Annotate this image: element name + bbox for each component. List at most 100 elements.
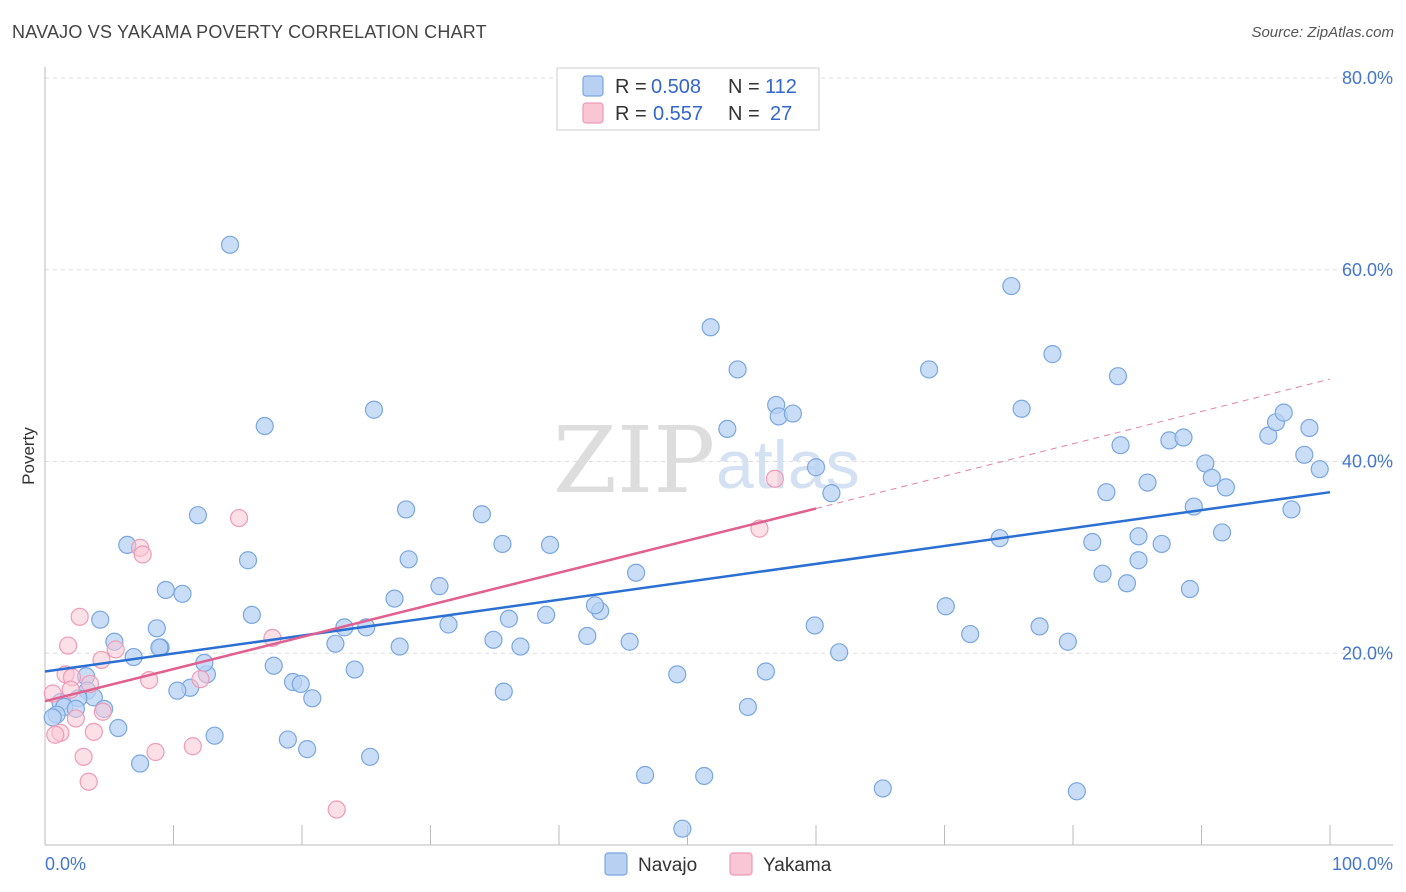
- navajo-point: [472, 505, 491, 524]
- watermark: ZIP atlas: [553, 407, 860, 514]
- legend-r-label-yakama: R =: [615, 103, 647, 125]
- navajo-point: [511, 637, 530, 656]
- yakama-point: [93, 702, 112, 721]
- yakama-trend-line: [44, 507, 817, 703]
- yakama-point: [46, 725, 65, 744]
- navajo-point: [1108, 367, 1128, 386]
- y-tick-labels: 20.0% 40.0% 60.0% 80.0%: [1342, 68, 1393, 663]
- navajo-point: [361, 747, 380, 766]
- yakama-point: [191, 670, 210, 689]
- navajo-point: [822, 484, 841, 503]
- source-credit: Source: ZipAtlas.com: [1251, 24, 1394, 41]
- navajo-point: [1067, 782, 1086, 801]
- navajo-point: [1295, 445, 1314, 464]
- navajo-point: [430, 577, 449, 596]
- yakama-point: [84, 722, 103, 741]
- navajo-point: [1282, 500, 1301, 519]
- navajo-point: [156, 580, 175, 600]
- navajo-point: [728, 360, 747, 379]
- navajo-point: [873, 779, 892, 798]
- navajo-point: [1083, 532, 1102, 552]
- y-tick-label: 40.0%: [1342, 452, 1393, 472]
- navajo-point: [1012, 399, 1031, 418]
- navajo-point: [345, 660, 364, 679]
- yakama-point: [146, 742, 165, 762]
- yakama-point: [327, 800, 346, 819]
- navajo-trend-line: [44, 490, 1331, 673]
- yakama-trend-line-extension: [815, 378, 1331, 509]
- navajo-point: [1180, 579, 1200, 599]
- chart-title: NAVAJO VS YAKAMA POVERTY CORRELATION CHA…: [12, 22, 487, 42]
- yakama-point: [765, 469, 784, 488]
- x-tick-label: 100.0%: [1332, 854, 1393, 874]
- navajo-point: [673, 819, 692, 838]
- navajo-point: [695, 766, 714, 786]
- navajo-point: [718, 419, 737, 439]
- navajo-point: [1111, 436, 1130, 455]
- navajo-point: [578, 626, 597, 646]
- y-tick-label: 20.0%: [1342, 643, 1393, 663]
- navajo-point: [783, 404, 802, 423]
- navajo-point: [540, 535, 560, 555]
- navajo-point: [168, 681, 187, 700]
- navajo-point: [1058, 632, 1077, 651]
- legend-n-label-navajo: N =: [728, 76, 760, 98]
- navajo-point: [537, 605, 556, 625]
- bottom-legend: Navajo Yakama: [604, 852, 832, 876]
- navajo-point: [494, 682, 513, 701]
- navajo-point: [130, 754, 150, 773]
- navajo-point: [303, 689, 322, 708]
- yakama-point: [229, 508, 249, 528]
- navajo-point: [109, 718, 128, 738]
- navajo-point: [1212, 523, 1232, 542]
- navajo-point: [326, 634, 345, 653]
- navajo-point: [220, 235, 240, 254]
- navajo-point: [668, 665, 687, 684]
- navajo-point: [493, 534, 512, 554]
- legend-n-value-navajo: 112: [765, 76, 797, 98]
- navajo-point: [585, 596, 605, 615]
- navajo-point: [1097, 483, 1116, 502]
- yakama-point: [183, 737, 202, 756]
- navajo-point: [499, 609, 518, 628]
- navajo-point: [278, 730, 297, 749]
- navajo-point: [298, 740, 317, 759]
- yakama-point: [66, 709, 85, 728]
- bottom-legend-label-yakama: Yakama: [763, 855, 832, 876]
- navajo-point: [1138, 473, 1157, 492]
- yakama-point: [92, 650, 111, 670]
- watermark-zip: ZIP: [553, 407, 715, 514]
- navajo-point: [205, 726, 224, 745]
- navajo-point: [1274, 403, 1293, 422]
- legend-n-value-yakama: 27: [770, 103, 792, 125]
- navajo-point: [1216, 478, 1236, 497]
- navajo-points: [43, 235, 1329, 838]
- navajo-point: [1030, 617, 1049, 636]
- navajo-point: [188, 506, 208, 525]
- navajo-point: [805, 616, 824, 635]
- navajo-point: [635, 765, 655, 785]
- x-tick-label: 0.0%: [45, 854, 86, 874]
- navajo-point: [242, 605, 261, 625]
- navajo-point: [264, 656, 283, 675]
- navajo-point: [291, 674, 310, 694]
- navajo-point: [1152, 534, 1171, 554]
- yakama-point: [79, 772, 98, 791]
- navajo-point: [936, 597, 955, 616]
- yakama-point: [74, 747, 93, 766]
- navajo-point: [1043, 345, 1062, 364]
- legend-swatch-navajo: [582, 75, 604, 97]
- navajo-point: [1129, 551, 1148, 570]
- legend-swatch-yakama: [582, 102, 604, 124]
- navajo-point: [1310, 460, 1329, 479]
- yakama-point: [70, 607, 89, 626]
- x-tick-labels: 0.0% 100.0%: [45, 854, 1393, 874]
- navajo-point: [147, 619, 166, 638]
- navajo-point: [238, 551, 258, 570]
- navajo-point: [701, 318, 720, 337]
- yakama-point: [133, 545, 152, 564]
- navajo-point: [1202, 468, 1221, 487]
- navajo-point: [396, 500, 416, 519]
- legend-box: R = 0.508 N = 112 R = 0.557 N = 27: [556, 67, 820, 131]
